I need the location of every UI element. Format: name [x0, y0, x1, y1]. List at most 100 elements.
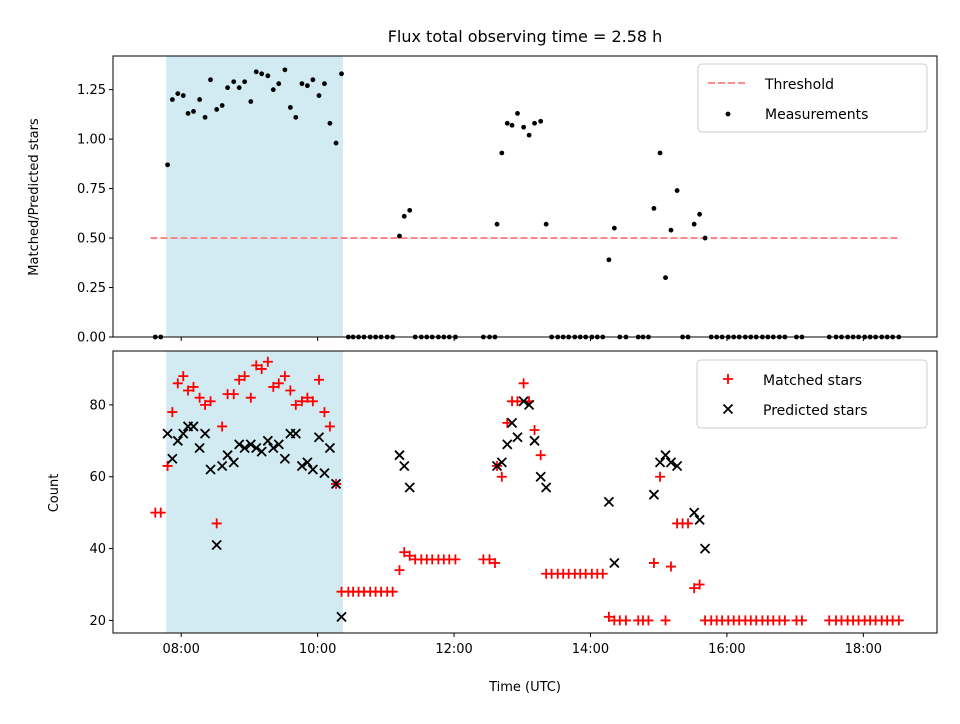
measurement-point [651, 205, 657, 211]
predicted-star-point [660, 450, 671, 461]
measurement-point [253, 69, 259, 75]
measurement-point [282, 67, 288, 73]
top-axes-frame [112, 55, 938, 338]
legend-box [696, 359, 928, 429]
measurement-point [299, 81, 305, 87]
predicted-star-point [251, 442, 262, 454]
predicted-star-point [256, 446, 267, 457]
predicted-star-point [609, 557, 620, 569]
matched-star-point [217, 421, 228, 432]
predicted-star-point [694, 514, 705, 525]
measurement-point [322, 81, 327, 87]
predicted-star-point [172, 435, 183, 446]
x-tick-label: 12:00 [435, 642, 472, 657]
bottom-panel: 20 40 60 80 08:00 10:00 12:00 14:00 16:00 18:00 Ma… [89, 350, 938, 657]
measurement-point [225, 85, 230, 91]
measurement-point [169, 97, 175, 102]
matched-star-point [535, 450, 546, 461]
measurement-point [697, 211, 703, 217]
x-tick-label: 18:00 [845, 642, 882, 657]
matched-star-point [290, 399, 301, 410]
y-tick-label: 1.00 [77, 133, 106, 148]
predicted-star-point [268, 442, 279, 454]
predicted-star-point [262, 435, 273, 446]
matched-star-point [518, 378, 529, 389]
measurement-point [248, 99, 254, 104]
matched-star-point [262, 356, 273, 367]
predicted-star-point [245, 439, 256, 450]
measurement-point [504, 120, 510, 126]
matched-star-point [893, 615, 904, 626]
predicted-star-point [665, 457, 677, 468]
matched-star-point [211, 518, 222, 529]
matched-star-point [796, 615, 807, 626]
legend-measurements-swatch [725, 111, 731, 117]
measurement-point [242, 79, 248, 85]
predicted-star-point [167, 453, 178, 464]
predicted-star-point [313, 432, 325, 443]
x-axis-label: Time (UTC) [488, 680, 561, 695]
predicted-star-point [199, 428, 211, 439]
matched-star-point [205, 396, 216, 407]
y-tick-label: 40 [89, 542, 106, 557]
matched-star-point [512, 396, 523, 407]
measurement-point [509, 122, 515, 128]
measurement-point [236, 85, 242, 91]
measurement-point [532, 120, 537, 126]
matched-star-point [484, 554, 495, 565]
matched-star-point [603, 611, 614, 622]
matched-star-point [188, 381, 199, 392]
predicted-star-point [523, 399, 535, 411]
predicted-star-point [178, 428, 189, 439]
measurement-point [538, 118, 544, 124]
matched-star-point [251, 360, 262, 371]
predicted-star-point [529, 435, 540, 446]
matched-star-point [399, 547, 410, 558]
matched-star-point [394, 565, 405, 576]
x-tick-label: 14:00 [572, 642, 609, 657]
predicted-star-point [296, 460, 308, 472]
predicted-star-point [535, 471, 546, 482]
predicted-star-point [336, 611, 347, 622]
matched-star-point [172, 378, 183, 389]
matched-star-point [655, 471, 666, 482]
predicted-star-point [330, 478, 342, 490]
measurement-point [521, 124, 527, 130]
predicted-star-point [394, 450, 405, 461]
top-ylabel: Matched/Predicted stars [27, 118, 42, 276]
bottom-ylabel: Count [47, 474, 62, 513]
measurement-point [276, 81, 282, 87]
matched-star-point [155, 507, 166, 518]
predicted-star-point [324, 442, 336, 454]
matched-star-point [450, 554, 461, 565]
measurement-point [327, 120, 333, 126]
matched-star-point [404, 550, 415, 561]
y-tick-label: 20 [89, 614, 106, 629]
predicted-star-point [279, 453, 291, 464]
measurement-point [293, 114, 299, 120]
matched-star-point [183, 385, 194, 396]
predicted-star-point [541, 482, 552, 493]
matched-star-point [620, 615, 631, 626]
matched-star-point [279, 371, 290, 382]
measurement-point [397, 233, 402, 239]
predicted-star-point [512, 432, 523, 443]
measurement-point [180, 93, 186, 98]
measurement-point [208, 77, 213, 83]
bottom-axes-frame [112, 350, 938, 634]
measurement-point [165, 162, 170, 168]
matched-star-point [268, 381, 279, 392]
predicted-star-point [273, 439, 284, 450]
legend-matched-swatch [723, 374, 733, 384]
top-panel: 0.00 0.25 0.50 0.75 1.00 1.25 Threshold Measure… [77, 55, 938, 346]
predicted-star-point [211, 539, 222, 551]
measurement-point [668, 227, 674, 233]
matched-star-point [167, 407, 178, 418]
matched-star-point [689, 583, 700, 594]
measurement-point [611, 225, 617, 231]
measurement-point [175, 91, 181, 96]
legend-matched-label: Matched stars [763, 373, 862, 389]
predicted-star-point [162, 428, 173, 439]
predicted-star-point [654, 457, 666, 468]
